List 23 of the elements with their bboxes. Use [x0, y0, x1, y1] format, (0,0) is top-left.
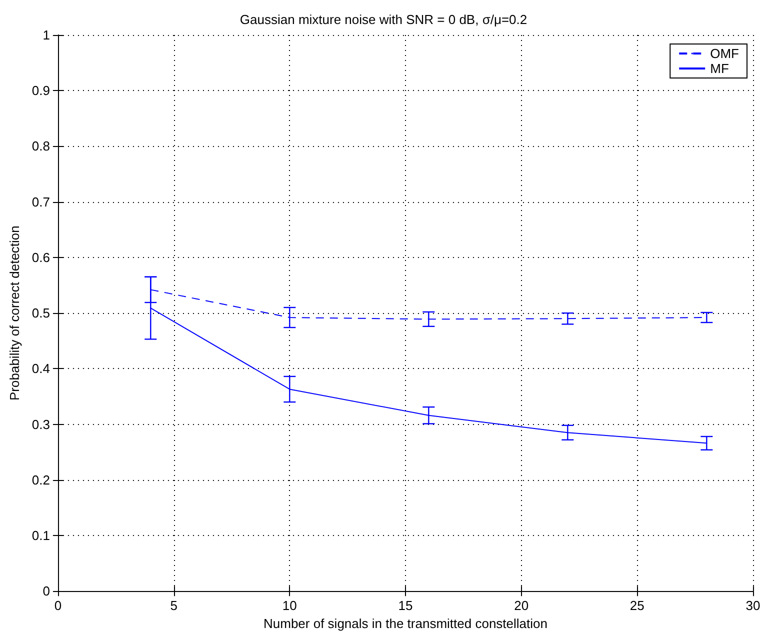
y-tick-label: 0.8: [32, 138, 50, 154]
x-tick-label: 20: [514, 598, 529, 614]
y-tick-label: 0: [42, 584, 50, 599]
legend-label: OMF: [710, 46, 740, 61]
y-tick-label: 0.3: [32, 416, 50, 432]
x-tick-label: 5: [170, 598, 178, 614]
y-tick-label: 0.7: [32, 194, 50, 210]
y-tick-label: 0.1: [32, 528, 50, 543]
x-tick-label: 25: [630, 598, 644, 614]
x-axis-title: Number of signals in the transmitted constellation: [263, 616, 548, 631]
x-tick-label: 10: [282, 598, 297, 614]
x-tick-label: 15: [398, 598, 413, 614]
x-tick-label: 30: [746, 598, 760, 614]
y-tick-label: 0.4: [32, 361, 50, 376]
y-tick-label: 0.2: [32, 472, 50, 488]
legend-label: MF: [710, 61, 729, 76]
chart-title: Gaussian mixture noise with SNR = 0 dB, σ/μ=0.2: [240, 12, 528, 27]
x-tick-label: 0: [54, 598, 62, 614]
y-tick-label: 0.9: [32, 83, 50, 98]
y-tick-label: 0.5: [32, 306, 50, 321]
y-tick-label: 0.6: [32, 250, 50, 265]
y-tick-label: 1: [42, 28, 50, 42]
y-axis-title: Probability of correct detection: [7, 226, 22, 400]
